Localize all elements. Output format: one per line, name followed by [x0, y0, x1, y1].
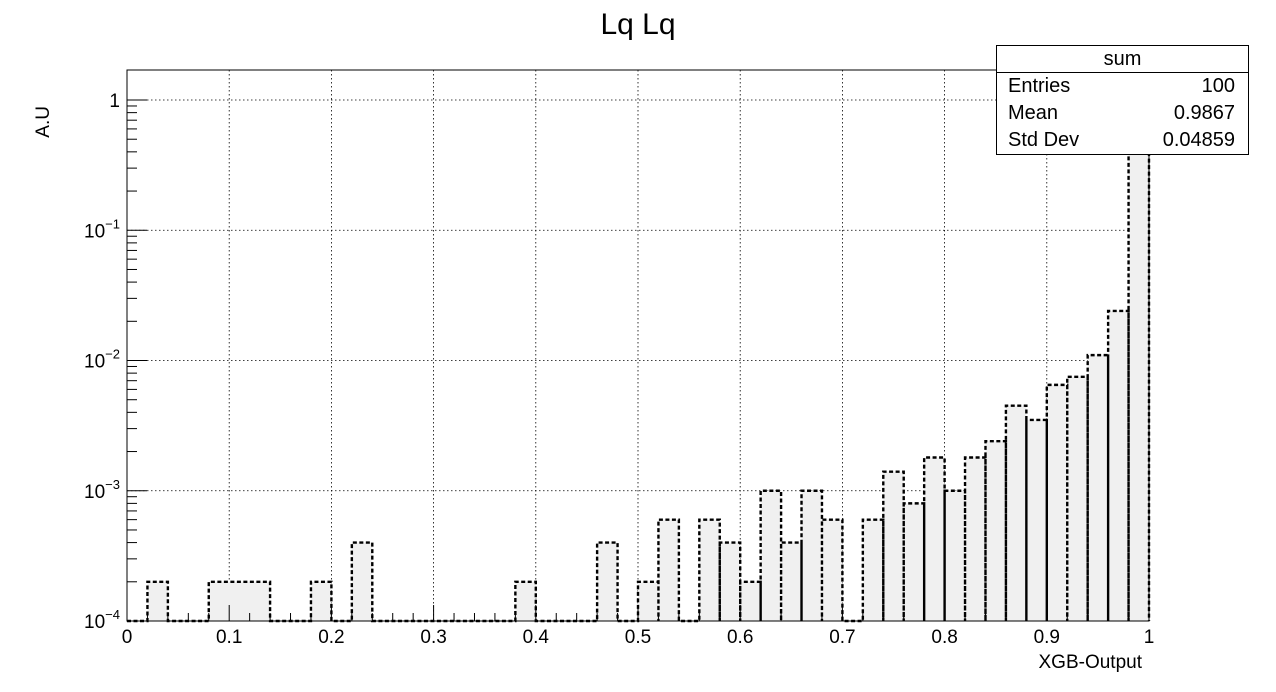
- stats-row-entries: Entries 100: [997, 73, 1248, 100]
- x-tick-label: 0.8: [931, 627, 957, 648]
- stats-box: sum Entries 100 Mean 0.9867 Std Dev 0.04…: [996, 45, 1249, 155]
- x-tick-label: 0.1: [216, 627, 242, 648]
- histogram-bar: [310, 581, 332, 621]
- stats-mean-label: Mean: [1008, 102, 1059, 124]
- histogram-bar: [638, 581, 659, 621]
- histogram-bar: [760, 490, 782, 621]
- y-tick-label: 10−1: [84, 216, 120, 242]
- histogram-bar: [597, 542, 618, 621]
- histogram-bar: [1005, 405, 1027, 621]
- histogram-bar: [924, 457, 945, 621]
- stats-std-label: Std Dev: [1008, 129, 1080, 151]
- axis-ticks: [126, 99, 1150, 622]
- histogram-bar: [821, 519, 843, 621]
- x-tick-label: 0: [122, 627, 133, 648]
- x-tick-label: 0.4: [523, 627, 550, 648]
- histogram-bar: [147, 581, 168, 621]
- stats-std-value: 0.04859: [1162, 129, 1235, 151]
- x-tick-label: 0.9: [1034, 627, 1060, 648]
- x-tick-label: 0.3: [420, 627, 446, 648]
- y-tick-label: 10−4: [84, 607, 120, 633]
- stats-row-std: Std Dev 0.04859: [997, 127, 1248, 154]
- histogram-bar: [1128, 104, 1149, 622]
- x-tick-label: 0.7: [829, 627, 855, 648]
- histogram-bar: [801, 490, 822, 621]
- histogram-bar: [351, 542, 373, 621]
- histogram-bars: [127, 103, 1151, 623]
- histogram-bar: [1046, 384, 1068, 621]
- histogram-bar: [658, 519, 679, 621]
- histogram-bar: [740, 581, 761, 621]
- x-tick-label: 0.6: [727, 627, 753, 648]
- y-tick-label: 10−2: [84, 347, 120, 373]
- stats-row-mean: Mean 0.9867: [997, 100, 1248, 127]
- y-tick-label: 10−3: [84, 477, 120, 503]
- chart-title: Lq Lq: [600, 8, 675, 41]
- histogram-bar: [1087, 355, 1109, 621]
- stats-entries-label: Entries: [1008, 75, 1071, 97]
- histogram-bar: [903, 503, 925, 621]
- y-tick-label: 1: [109, 91, 120, 112]
- stats-entries-value: 100: [1201, 75, 1235, 97]
- histogram-bar: [208, 581, 271, 621]
- histogram-bar: [862, 519, 884, 621]
- histogram-bar: [699, 519, 720, 621]
- histogram-bar: [515, 581, 536, 621]
- x-axis-title: XGB-Output: [1039, 652, 1143, 673]
- stats-title: sum: [997, 46, 1248, 73]
- histogram-bar: [1067, 376, 1088, 621]
- x-tick-label: 0.2: [318, 627, 344, 648]
- histogram-bar: [944, 490, 966, 621]
- y-tick-exponent: −3: [105, 477, 120, 492]
- y-tick-exponent: −4: [105, 607, 120, 622]
- histogram-bar: [781, 542, 802, 621]
- histogram-bar: [719, 542, 741, 621]
- stats-mean-value: 0.9867: [1173, 102, 1235, 124]
- y-axis-title: A.U: [33, 106, 54, 138]
- y-tick-exponent: −2: [105, 347, 120, 362]
- histogram-bar: [1108, 310, 1129, 621]
- y-tick-exponent: −1: [105, 216, 120, 231]
- x-tick-label: 1: [1144, 627, 1155, 648]
- histogram-bar: [965, 457, 986, 621]
- x-tick-label: 0.5: [625, 627, 651, 648]
- histogram-bar: [1026, 419, 1047, 621]
- histogram-bar: [883, 471, 904, 621]
- histogram-bar: [985, 441, 1006, 621]
